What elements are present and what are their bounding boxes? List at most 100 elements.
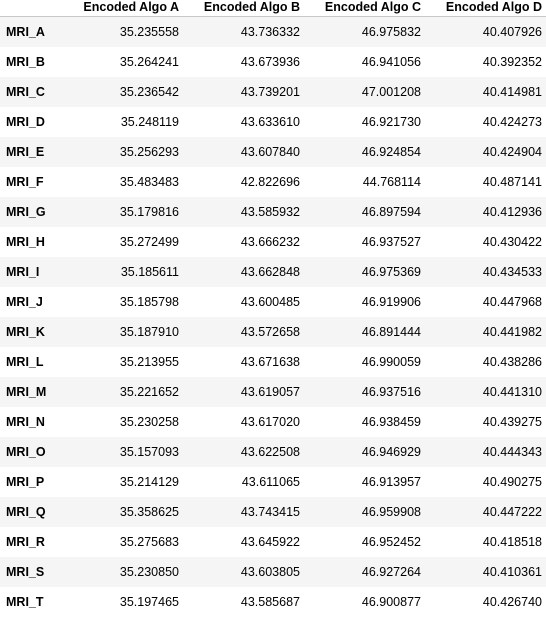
- table-cell: 43.585687: [240, 594, 300, 609]
- row-label: MRI_N: [6, 414, 45, 429]
- table-cell: 43.739201: [240, 84, 300, 99]
- table-cell: 46.946929: [361, 444, 421, 459]
- table-cell: 46.927264: [361, 564, 421, 579]
- table-cell: 43.736332: [240, 24, 300, 39]
- row-label: MRI_T: [6, 594, 44, 609]
- table-cell: 40.487141: [482, 174, 542, 189]
- table-cell: 35.272499: [119, 234, 179, 249]
- table-cell: 40.392352: [482, 54, 542, 69]
- table-cell: 46.959908: [361, 504, 421, 519]
- row-label: MRI_O: [6, 444, 46, 459]
- table-cell: 46.941056: [361, 54, 421, 69]
- row-label: MRI_J: [6, 294, 43, 309]
- table-cell: 46.952452: [361, 534, 421, 549]
- row-label: MRI_P: [6, 474, 45, 489]
- table-header: Encoded Algo A Encoded Algo B Encoded Al…: [0, 0, 546, 17]
- table-cell: 35.185798: [119, 294, 179, 309]
- table-cell: 35.248119: [120, 114, 179, 129]
- table-cell: 40.414981: [482, 84, 542, 99]
- table-cell: 40.418518: [482, 534, 542, 549]
- table-row: MRI_A 35.235558 43.736332 46.975832 40.40792…: [0, 16, 546, 47]
- table-cell: 35.197465: [119, 594, 179, 609]
- row-label: MRI_A: [6, 24, 45, 39]
- table-cell: 46.897594: [361, 204, 421, 219]
- table-cell: 35.230258: [119, 414, 179, 429]
- table-row: MRI_M 35.221652 43.619057 46.937516 40.44131…: [0, 376, 546, 407]
- table-cell: 43.585932: [240, 204, 300, 219]
- row-label: MRI_L: [6, 354, 44, 369]
- table-cell: 43.743415: [240, 504, 300, 519]
- table-cell: 40.434533: [482, 264, 542, 279]
- table-row: MRI_O 35.157093 43.622508 46.946929 40.44434…: [0, 436, 546, 467]
- table-cell: 43.622508: [240, 444, 300, 459]
- table-cell: 43.673936: [240, 54, 300, 69]
- table-cell: 46.891444: [361, 324, 421, 339]
- table-cell: 42.822696: [240, 174, 300, 189]
- table-cell: 43.645922: [240, 534, 300, 549]
- table-row: MRI_H 35.272499 43.666232 46.937527 40.43042…: [0, 226, 546, 257]
- table-cell: 35.187910: [119, 324, 179, 339]
- table-cell: 35.483483: [119, 174, 179, 189]
- table-row: MRI_E 35.256293 43.607840 46.924854 40.42490…: [0, 136, 546, 167]
- row-label: MRI_B: [6, 54, 45, 69]
- row-label: MRI_K: [6, 324, 45, 339]
- table-cell: 44.768114: [362, 174, 421, 189]
- table-cell: 46.975369: [361, 264, 421, 279]
- table-cell: 35.358625: [119, 504, 179, 519]
- table-cell: 35.235558: [119, 24, 179, 39]
- table-cell: 40.426740: [482, 594, 542, 609]
- table-cell: 40.441310: [482, 384, 542, 399]
- table-cell: 46.937516: [361, 384, 421, 399]
- table-cell: 40.410361: [482, 564, 542, 579]
- row-label: MRI_H: [6, 234, 45, 249]
- table-row: MRI_P 35.214129 43.611065 46.913957 40.49027…: [0, 466, 546, 497]
- table-cell: 43.662848: [240, 264, 300, 279]
- table-row: MRI_J 35.185798 43.600485 46.919906 40.44796…: [0, 286, 546, 317]
- table-cell: 35.213955: [119, 354, 179, 369]
- table-cell: 40.490275: [482, 474, 542, 489]
- row-label: MRI_E: [6, 144, 45, 159]
- table-cell: 40.412936: [482, 204, 542, 219]
- table-cell: 43.617020: [240, 414, 300, 429]
- table-row: MRI_L 35.213955 43.671638 46.990059 40.43828…: [0, 346, 546, 377]
- table-cell: 40.407926: [482, 24, 542, 39]
- row-label: MRI_I: [6, 264, 40, 279]
- table-row: MRI_T 35.197465 43.585687 46.900877 40.42674…: [0, 586, 546, 617]
- table-cell: 46.937527: [361, 234, 421, 249]
- table-row: MRI_C 35.236542 43.739201 47.001208 40.41498…: [0, 76, 546, 107]
- table-row: MRI_I 35.185611 43.662848 46.975369 40.43453…: [0, 256, 546, 287]
- table-cell: 35.157093: [119, 444, 179, 459]
- index-header: [0, 0, 62, 17]
- table-cell: 40.444343: [482, 444, 542, 459]
- column-header-algo-b: Encoded Algo B: [183, 0, 304, 17]
- table-body: MRI_A 35.235558 43.736332 46.975832 40.40792…: [0, 16, 546, 617]
- table-cell: 43.572658: [240, 324, 300, 339]
- table-row: MRI_N 35.230258 43.617020 46.938459 40.43927…: [0, 406, 546, 437]
- column-header-algo-c: Encoded Algo C: [304, 0, 425, 17]
- row-label: MRI_C: [6, 84, 45, 99]
- table-cell: 46.900877: [361, 594, 421, 609]
- table-cell: 35.214129: [119, 474, 179, 489]
- table-cell: 40.424904: [482, 144, 542, 159]
- table-cell: 40.438286: [482, 354, 542, 369]
- table-cell: 35.221652: [119, 384, 179, 399]
- table-cell: 43.666232: [240, 234, 300, 249]
- table-cell: 43.671638: [240, 354, 300, 369]
- table-cell: 40.430422: [482, 234, 542, 249]
- table-cell: 43.603805: [240, 564, 300, 579]
- table-cell: 40.441982: [482, 324, 542, 339]
- table-row: MRI_B 35.264241 43.673936 46.941056 40.39235…: [0, 46, 546, 77]
- table-cell: 47.001208: [361, 84, 421, 99]
- table-cell: 35.264241: [119, 54, 179, 69]
- table-cell: 43.619057: [240, 384, 300, 399]
- table-row: MRI_S 35.230850 43.603805 46.927264 40.41036…: [0, 556, 546, 587]
- row-label: MRI_S: [6, 564, 45, 579]
- table-cell: 35.236542: [119, 84, 179, 99]
- row-label: MRI_Q: [6, 504, 46, 519]
- table-row: MRI_R 35.275683 43.645922 46.952452 40.41851…: [0, 526, 546, 557]
- table-cell: 43.607840: [240, 144, 300, 159]
- row-label: MRI_F: [6, 174, 44, 189]
- table-cell: 35.230850: [119, 564, 179, 579]
- table-row: MRI_D 35.248119 43.633610 46.921730 40.42427…: [0, 106, 546, 137]
